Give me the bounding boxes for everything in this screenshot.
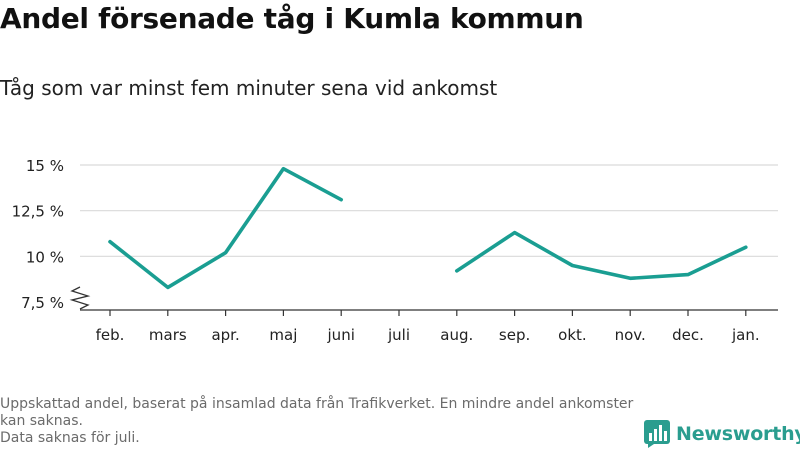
x-tick-label: nov.: [615, 326, 646, 344]
axis-break-icon: [69, 286, 91, 310]
line-chart: 7,5 % 10 % 12,5 % 15 % feb. mars apr. maj juni j…: [12, 157, 778, 344]
x-tick-label: juni: [327, 326, 355, 344]
y-tick-label: 7,5 %: [21, 294, 64, 312]
footnote-source: Uppskattad andel, baserat på insamlad da…: [0, 396, 634, 429]
x-tick-label: dec.: [672, 326, 704, 344]
x-tick-label: feb.: [96, 326, 125, 344]
x-tick-label: jan.: [731, 326, 760, 344]
footnote-missing-data: Data saknas för juli.: [0, 430, 140, 446]
series-line-segment: [108, 166, 344, 290]
chart-subtitle: Tåg som var minst fem minuter sena vid a…: [0, 76, 498, 100]
newsworthy-logo[interactable]: Newsworthy: [644, 420, 800, 448]
series-lines: [108, 166, 748, 290]
y-tick-label: 10 %: [26, 248, 64, 266]
y-tick-label: 12,5 %: [12, 203, 64, 221]
x-tick-label: apr.: [211, 326, 239, 344]
x-tick-label: maj: [269, 326, 297, 344]
y-tick-label: 15 %: [26, 157, 64, 175]
x-tick-label: juli: [387, 326, 410, 344]
x-tick-label: aug.: [440, 326, 473, 344]
series-line-segment: [454, 230, 748, 281]
bar-chart-logo-icon: [644, 420, 670, 448]
footnote: Uppskattad andel, baserat på insamlad da…: [0, 396, 640, 447]
x-tick-label: mars: [149, 326, 187, 344]
brand-name: Newsworthy: [676, 423, 800, 445]
x-axis-tick-labels: feb. mars apr. maj juni juli aug. sep. okt. nov. d…: [96, 310, 760, 344]
chart-title: Andel försenade tåg i Kumla kommun: [0, 2, 584, 35]
y-axis-tick-labels: 7,5 % 10 % 12,5 % 15 %: [12, 157, 64, 312]
x-tick-label: okt.: [558, 326, 587, 344]
axis-break-zigzag: [69, 286, 91, 310]
x-tick-label: sep.: [499, 326, 530, 344]
gridlines: [80, 164, 778, 257]
